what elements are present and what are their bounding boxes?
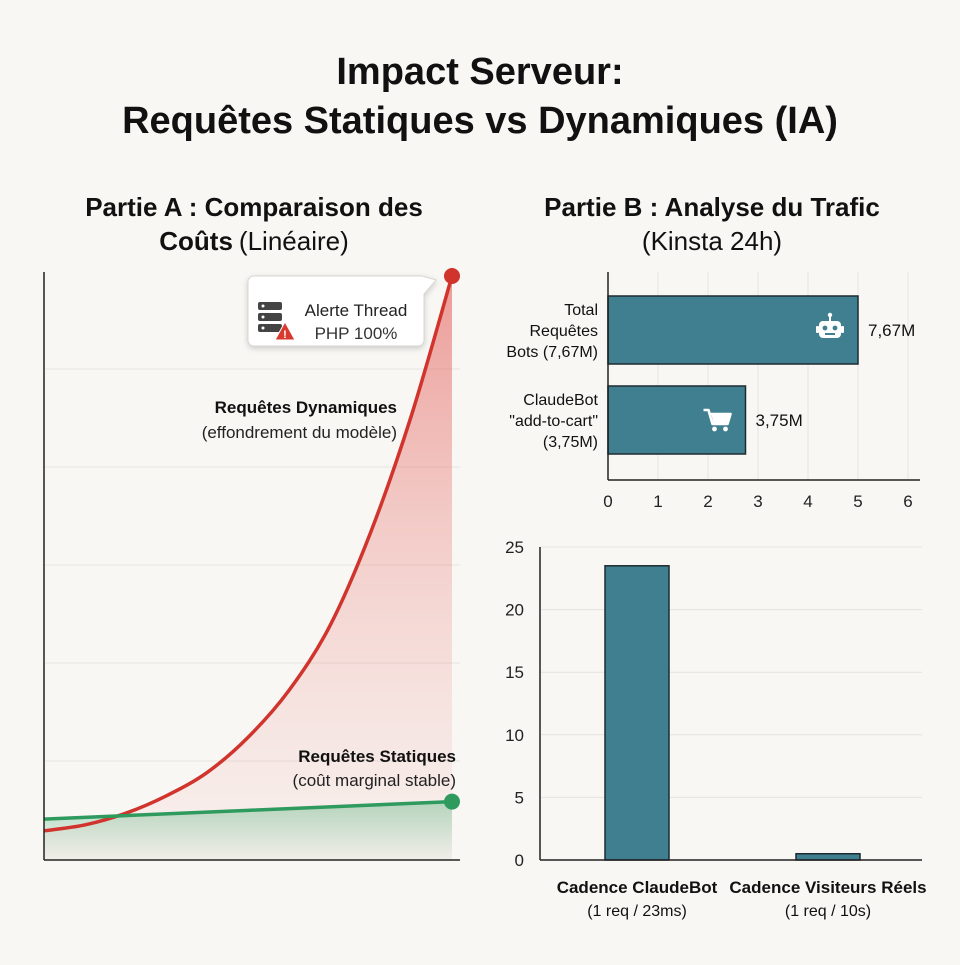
panel-a-heading-bold: Coûts xyxy=(159,226,233,256)
hbar-value-label: 3,75M xyxy=(756,411,803,430)
panel-a-plot xyxy=(43,268,460,861)
main-title-line-2: Requêtes Statiques vs Dynamiques (IA) xyxy=(122,100,838,142)
panel-a-heading-light: (Linéaire) xyxy=(239,226,349,256)
static-requests-label: Requêtes Statiques xyxy=(298,747,456,766)
vbar-category-label: (1 req / 23ms) xyxy=(587,903,687,920)
hbar-category-label: (3,75M) xyxy=(543,434,598,451)
hbar-value-label: 7,67M xyxy=(868,321,915,340)
dynamic-requests-label: Requêtes Dynamiques xyxy=(215,398,397,417)
panel-b-heading-line-1: Partie B : Analyse du Trafic xyxy=(544,192,880,222)
vbar-bar xyxy=(795,852,861,861)
alert-callout: ! Alerte Thread PHP 100% xyxy=(247,275,437,347)
dynamic-requests-endpoint xyxy=(444,268,460,284)
panel-b: Partie B : Analyse du Trafic (Kinsta 24h… xyxy=(505,192,927,920)
dynamic-requests-sublabel: (effondrement du modèle) xyxy=(202,423,397,442)
dynamic-requests-line xyxy=(43,275,454,833)
static-requests-endpoint xyxy=(444,793,460,810)
panel-a: Partie A : Comparaison des Coûts (Linéair… xyxy=(43,192,460,861)
panel-a-heading-line-2: Coûts (Linéaire) xyxy=(159,226,349,256)
hbar-x-tick-label: 2 xyxy=(703,492,712,511)
vbar-category-label: Cadence ClaudeBot xyxy=(557,878,718,897)
hbar-category-label: Total xyxy=(564,302,598,319)
traffic-hbar-chart: 0 1 2 3 4 5 6 7,67M Total Requêtes Bots (7,67M) 3,7… xyxy=(506,272,920,511)
hbar-x-tick-label: 4 xyxy=(803,492,812,511)
vbar-y-tick-label: 15 xyxy=(505,663,524,682)
hbar-x-tick-label: 5 xyxy=(853,492,862,511)
cadence-bar-chart: 0 5 10 15 20 25 Cadence ClaudeBot (1 req / 23ms… xyxy=(505,538,927,920)
vbar-y-tick-label: 0 xyxy=(515,851,524,870)
hbar-x-tick-label: 0 xyxy=(603,492,612,511)
vbar-category-label: (1 req / 10s) xyxy=(785,903,871,920)
alert-line-1: Alerte Thread xyxy=(305,301,408,320)
hbar-x-tick-label: 6 xyxy=(903,492,912,511)
hbar-category-label: Requêtes xyxy=(530,323,599,340)
alert-line-2: PHP 100% xyxy=(315,324,398,343)
vbar-category-label: Cadence Visiteurs Réels xyxy=(729,878,926,897)
static-requests-line xyxy=(43,799,453,821)
static-requests-sublabel: (coût marginal stable) xyxy=(293,771,456,790)
main-title-line-1: Impact Serveur: xyxy=(336,51,623,93)
hbar-category-label: ClaudeBot xyxy=(523,392,598,409)
vbar-bar xyxy=(604,565,670,861)
vbar-y-tick-label: 20 xyxy=(505,601,524,620)
vbar-y-tick-label: 5 xyxy=(515,788,524,807)
server-warning-icon: ! xyxy=(258,302,296,341)
robot-icon xyxy=(816,312,844,338)
vbar-y-tick-label: 25 xyxy=(505,538,524,557)
alert-callout-box xyxy=(247,275,437,347)
hbar-category-label: "add-to-cart" xyxy=(509,413,598,430)
hbar-category-label: Bots (7,67M) xyxy=(506,344,598,361)
dynamic-requests-area xyxy=(44,276,452,860)
hbar-x-tick-label: 3 xyxy=(753,492,762,511)
panel-b-heading-line-2: (Kinsta 24h) xyxy=(642,226,782,256)
svg-text:!: ! xyxy=(283,329,287,341)
cart-icon xyxy=(703,408,732,432)
panel-a-heading-line-1: Partie A : Comparaison des xyxy=(85,192,423,222)
hbar-x-tick-label: 1 xyxy=(653,492,662,511)
vbar-y-tick-label: 10 xyxy=(505,726,524,745)
